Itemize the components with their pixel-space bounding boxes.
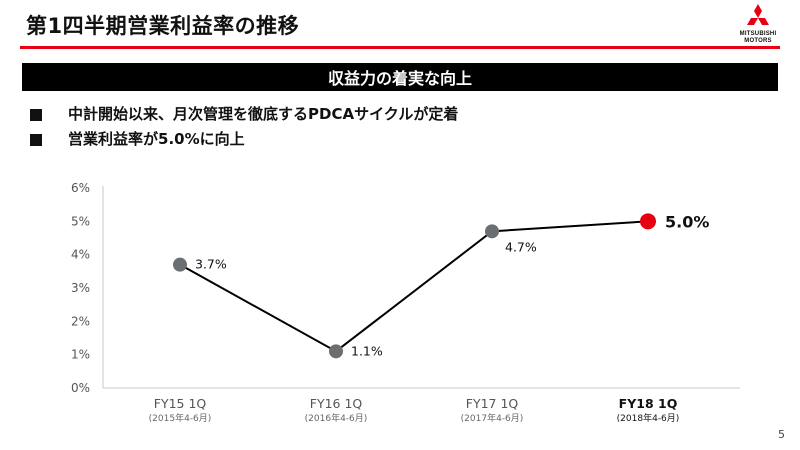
title-underline [20, 46, 780, 49]
data-label: 5.0% [665, 212, 709, 231]
data-label: 1.1% [351, 343, 383, 358]
banner-text: 収益力の着実な向上 [327, 69, 472, 88]
square-bullet-icon [30, 108, 42, 121]
y-tick-label: 1% [71, 348, 90, 362]
logo-text-line2: MOTORS [744, 37, 772, 44]
bullet-list: 中計開始以来、月次管理を徹底するPDCAサイクルが定着 営業利益率が5.0%に向… [30, 102, 458, 152]
x-category-sublabel: (2016年4-6月) [305, 412, 368, 424]
three-diamonds-icon [747, 4, 769, 25]
y-tick-label: 2% [71, 314, 90, 328]
y-tick-label: 3% [71, 281, 90, 295]
company-logo: MITSUBISHI MOTORS [732, 4, 784, 46]
page-number: 5 [778, 428, 785, 441]
x-category-label: FY16 1Q [310, 396, 363, 411]
x-category-label: FY15 1Q [154, 396, 207, 411]
y-tick-label: 6% [71, 181, 90, 195]
bullet-text: 営業利益率が5.0%に向上 [68, 130, 245, 148]
data-label: 3.7% [195, 257, 227, 272]
y-tick-label: 5% [71, 214, 90, 228]
x-category-sublabel: (2017年4-6月) [461, 412, 524, 424]
y-tick-label: 4% [71, 248, 90, 262]
page-title: 第1四半期営業利益率の推移 [26, 14, 300, 38]
data-point [640, 213, 656, 230]
square-bullet-icon [30, 133, 42, 146]
y-tick-label: 0% [71, 381, 90, 395]
data-point [329, 344, 343, 359]
x-category-label: FY17 1Q [466, 396, 519, 411]
bullet-item: 中計開始以来、月次管理を徹底するPDCAサイクルが定着 [30, 102, 458, 127]
data-label: 4.7% [505, 239, 537, 254]
bullet-text: 中計開始以来、月次管理を徹底するPDCAサイクルが定着 [68, 105, 459, 123]
series-line [179, 220, 649, 353]
logo-text-line1: MITSUBISHI [739, 31, 777, 37]
data-point [173, 257, 187, 272]
data-point [485, 224, 499, 239]
x-category-sublabel: (2018年4-6月) [617, 412, 680, 424]
logo-text: MITSUBISHI MOTORS [732, 31, 784, 44]
x-category-label: FY18 1Q [619, 396, 678, 411]
headline-banner: 収益力の着実な向上 [22, 63, 778, 91]
x-category-sublabel: (2015年4-6月) [149, 412, 212, 424]
bullet-item: 営業利益率が5.0%に向上 [30, 127, 458, 152]
